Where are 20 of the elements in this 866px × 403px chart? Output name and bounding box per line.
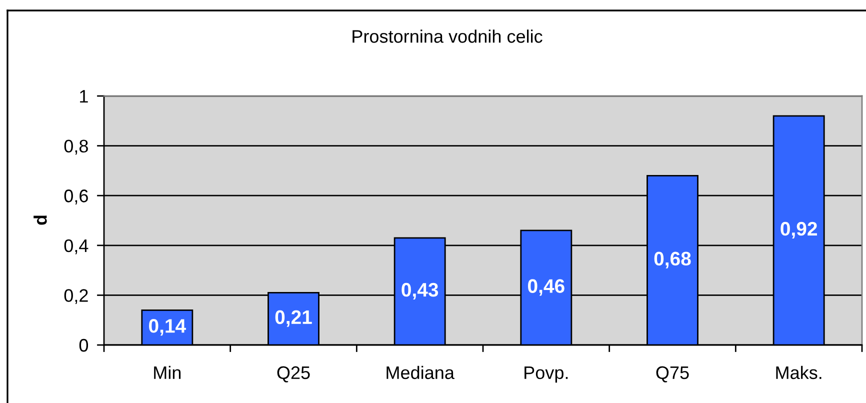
x-tick-label: Maks. [776, 366, 822, 380]
y-tick-label: 0 [79, 338, 88, 352]
x-tick-label: Q75 [656, 366, 689, 382]
y-tick-label: 0,4 [64, 239, 88, 254]
chart-title: Prostornina vodnih celic [352, 30, 542, 43]
x-tick-label: Min [154, 366, 181, 379]
data-label: 0,14 [149, 319, 186, 336]
data-label: 0,68 [654, 252, 691, 268]
y-axis-title: d [34, 216, 47, 225]
data-label: 0,21 [275, 310, 312, 327]
x-tick-label: Mediana [386, 366, 454, 380]
x-tick-label: Q25 [277, 366, 310, 382]
data-label: 0,46 [528, 279, 564, 296]
y-tick-label: 0,6 [64, 190, 88, 204]
data-label: 0,92 [780, 222, 817, 238]
y-tick-label: 0,2 [64, 289, 88, 304]
y-tick-label: 0,8 [64, 140, 88, 155]
data-label: 0,43 [402, 282, 438, 300]
y-tick-label: 1 [80, 90, 88, 103]
x-tick-label: Povp. [524, 366, 568, 383]
